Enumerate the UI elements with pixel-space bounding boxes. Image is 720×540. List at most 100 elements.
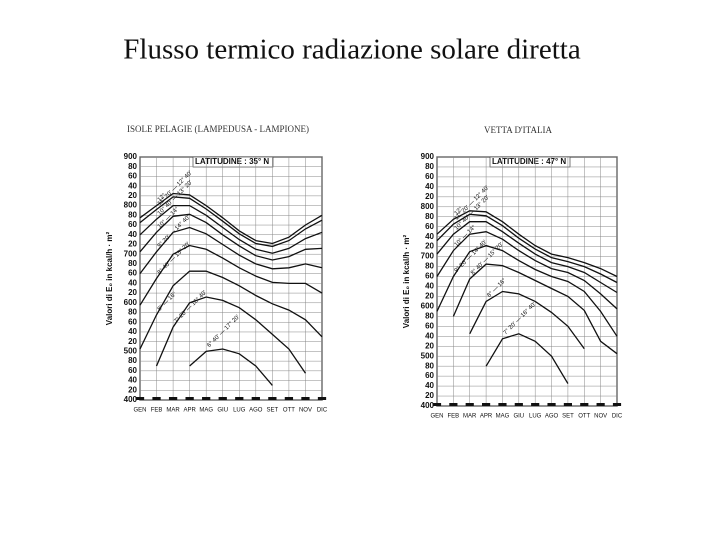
x-tick-label: GIU	[217, 408, 228, 414]
x-tick-label: MAG	[496, 414, 510, 420]
axis-band	[432, 403, 442, 406]
y-tick-label: 20	[128, 385, 137, 394]
axis-band	[498, 403, 507, 406]
y-tick-label: 40	[128, 230, 137, 239]
y-tick-label: 40	[425, 232, 434, 241]
axis-band	[465, 403, 474, 406]
curve	[139, 213, 323, 261]
curve	[485, 333, 569, 384]
x-tick-label: NOV	[299, 408, 312, 414]
axis-band	[268, 397, 277, 400]
x-tick-label: OTT	[578, 414, 590, 420]
plot-frame	[139, 156, 323, 401]
y-tick-label: 500	[421, 351, 435, 360]
y-tick-label: 40	[425, 182, 434, 191]
y-tick-label: 40	[425, 331, 434, 340]
chart-subtitle: LATITUDINE : 47° N	[492, 157, 566, 166]
x-tick-label: SET	[267, 408, 279, 414]
y-axis-label: Valori di E₀ in kcal/h · m²	[402, 234, 411, 328]
y-tick-label: 700	[124, 249, 138, 258]
axis-band	[580, 403, 589, 406]
curve	[139, 226, 323, 274]
y-tick-label: 20	[128, 288, 137, 297]
x-tick-label: DIC	[317, 408, 328, 414]
x-tick-label: MAR	[166, 408, 180, 414]
axis-band	[612, 403, 622, 406]
plot-frame	[436, 156, 618, 407]
y-tick-label: 40	[128, 327, 137, 336]
y-tick-label: 80	[128, 162, 137, 171]
y-tick-label: 80	[425, 162, 434, 171]
axis-band	[218, 397, 227, 400]
x-tick-label: MAG	[199, 408, 213, 414]
y-tick-label: 20	[128, 337, 137, 346]
y-tick-label: 40	[128, 278, 137, 287]
y-tick-label: 60	[128, 317, 137, 326]
axis-band	[449, 403, 458, 406]
y-tick-label: 80	[425, 311, 434, 320]
y-axis-label: Valori di E₀ in kcal/h · m²	[105, 231, 114, 325]
y-tick-label: 700	[421, 252, 435, 261]
axis-band	[168, 397, 178, 400]
y-tick-label: 60	[128, 269, 137, 278]
chart-subtitle: LATITUDINE : 35° N	[195, 157, 269, 166]
curve	[436, 231, 618, 310]
curve	[139, 204, 323, 254]
y-tick-label: 600	[124, 298, 138, 307]
y-tick-label: 20	[425, 242, 434, 251]
y-tick-label: 20	[425, 292, 434, 301]
y-tick-label: 600	[421, 302, 435, 311]
axis-band	[251, 397, 260, 400]
axis-band	[563, 403, 572, 406]
y-tick-label: 20	[425, 391, 434, 400]
x-tick-label: MAR	[463, 414, 477, 420]
curve-label: 12°	[454, 206, 465, 217]
x-tick-label: APR	[183, 408, 196, 414]
slide-title: Flusso termico radiazione solare diretta	[123, 34, 581, 66]
y-tick-label: 20	[128, 240, 137, 249]
y-tick-label: 80	[128, 356, 137, 365]
y-tick-label: 40	[425, 282, 434, 291]
curve	[139, 192, 323, 245]
y-tick-label: 80	[128, 308, 137, 317]
curve-label: 12°	[157, 192, 168, 203]
y-tick-label: 60	[425, 222, 434, 231]
x-tick-label: GEN	[430, 414, 443, 420]
axis-band	[235, 397, 244, 400]
axis-band	[317, 397, 327, 400]
x-tick-label: SET	[562, 414, 574, 420]
y-tick-label: 800	[124, 201, 138, 210]
axis-band	[531, 403, 540, 406]
y-tick-label: 80	[425, 262, 434, 271]
chart-title: ISOLE PELAGIE (LAMPEDUSA - LAMPIONE)	[127, 124, 309, 134]
y-tick-label: 60	[425, 272, 434, 281]
x-tick-label: GEN	[133, 408, 146, 414]
axis-band	[301, 397, 310, 400]
y-tick-label: 80	[128, 259, 137, 268]
x-tick-label: LUG	[529, 414, 542, 420]
y-tick-label: 400	[421, 401, 435, 410]
curve	[469, 290, 585, 350]
y-tick-label: 900	[124, 152, 138, 161]
axis-band	[185, 397, 194, 400]
x-tick-label: LUG	[233, 408, 246, 414]
axis-band	[152, 397, 161, 400]
y-tick-label: 500	[124, 347, 138, 356]
y-tick-label: 60	[425, 371, 434, 380]
axis-band	[514, 403, 523, 406]
y-tick-label: 60	[128, 172, 137, 181]
x-tick-label: FEB	[151, 408, 163, 414]
curve	[139, 270, 323, 350]
y-tick-label: 60	[128, 366, 137, 375]
axis-band	[202, 397, 211, 400]
y-tick-label: 20	[425, 341, 434, 350]
curve	[189, 348, 273, 386]
y-tick-label: 40	[425, 381, 434, 390]
axis-band	[482, 403, 491, 406]
x-tick-label: NOV	[594, 414, 607, 420]
y-tick-label: 40	[128, 376, 137, 385]
x-tick-label: APR	[480, 414, 493, 420]
curve	[436, 210, 618, 278]
x-tick-label: AGO	[249, 408, 263, 414]
